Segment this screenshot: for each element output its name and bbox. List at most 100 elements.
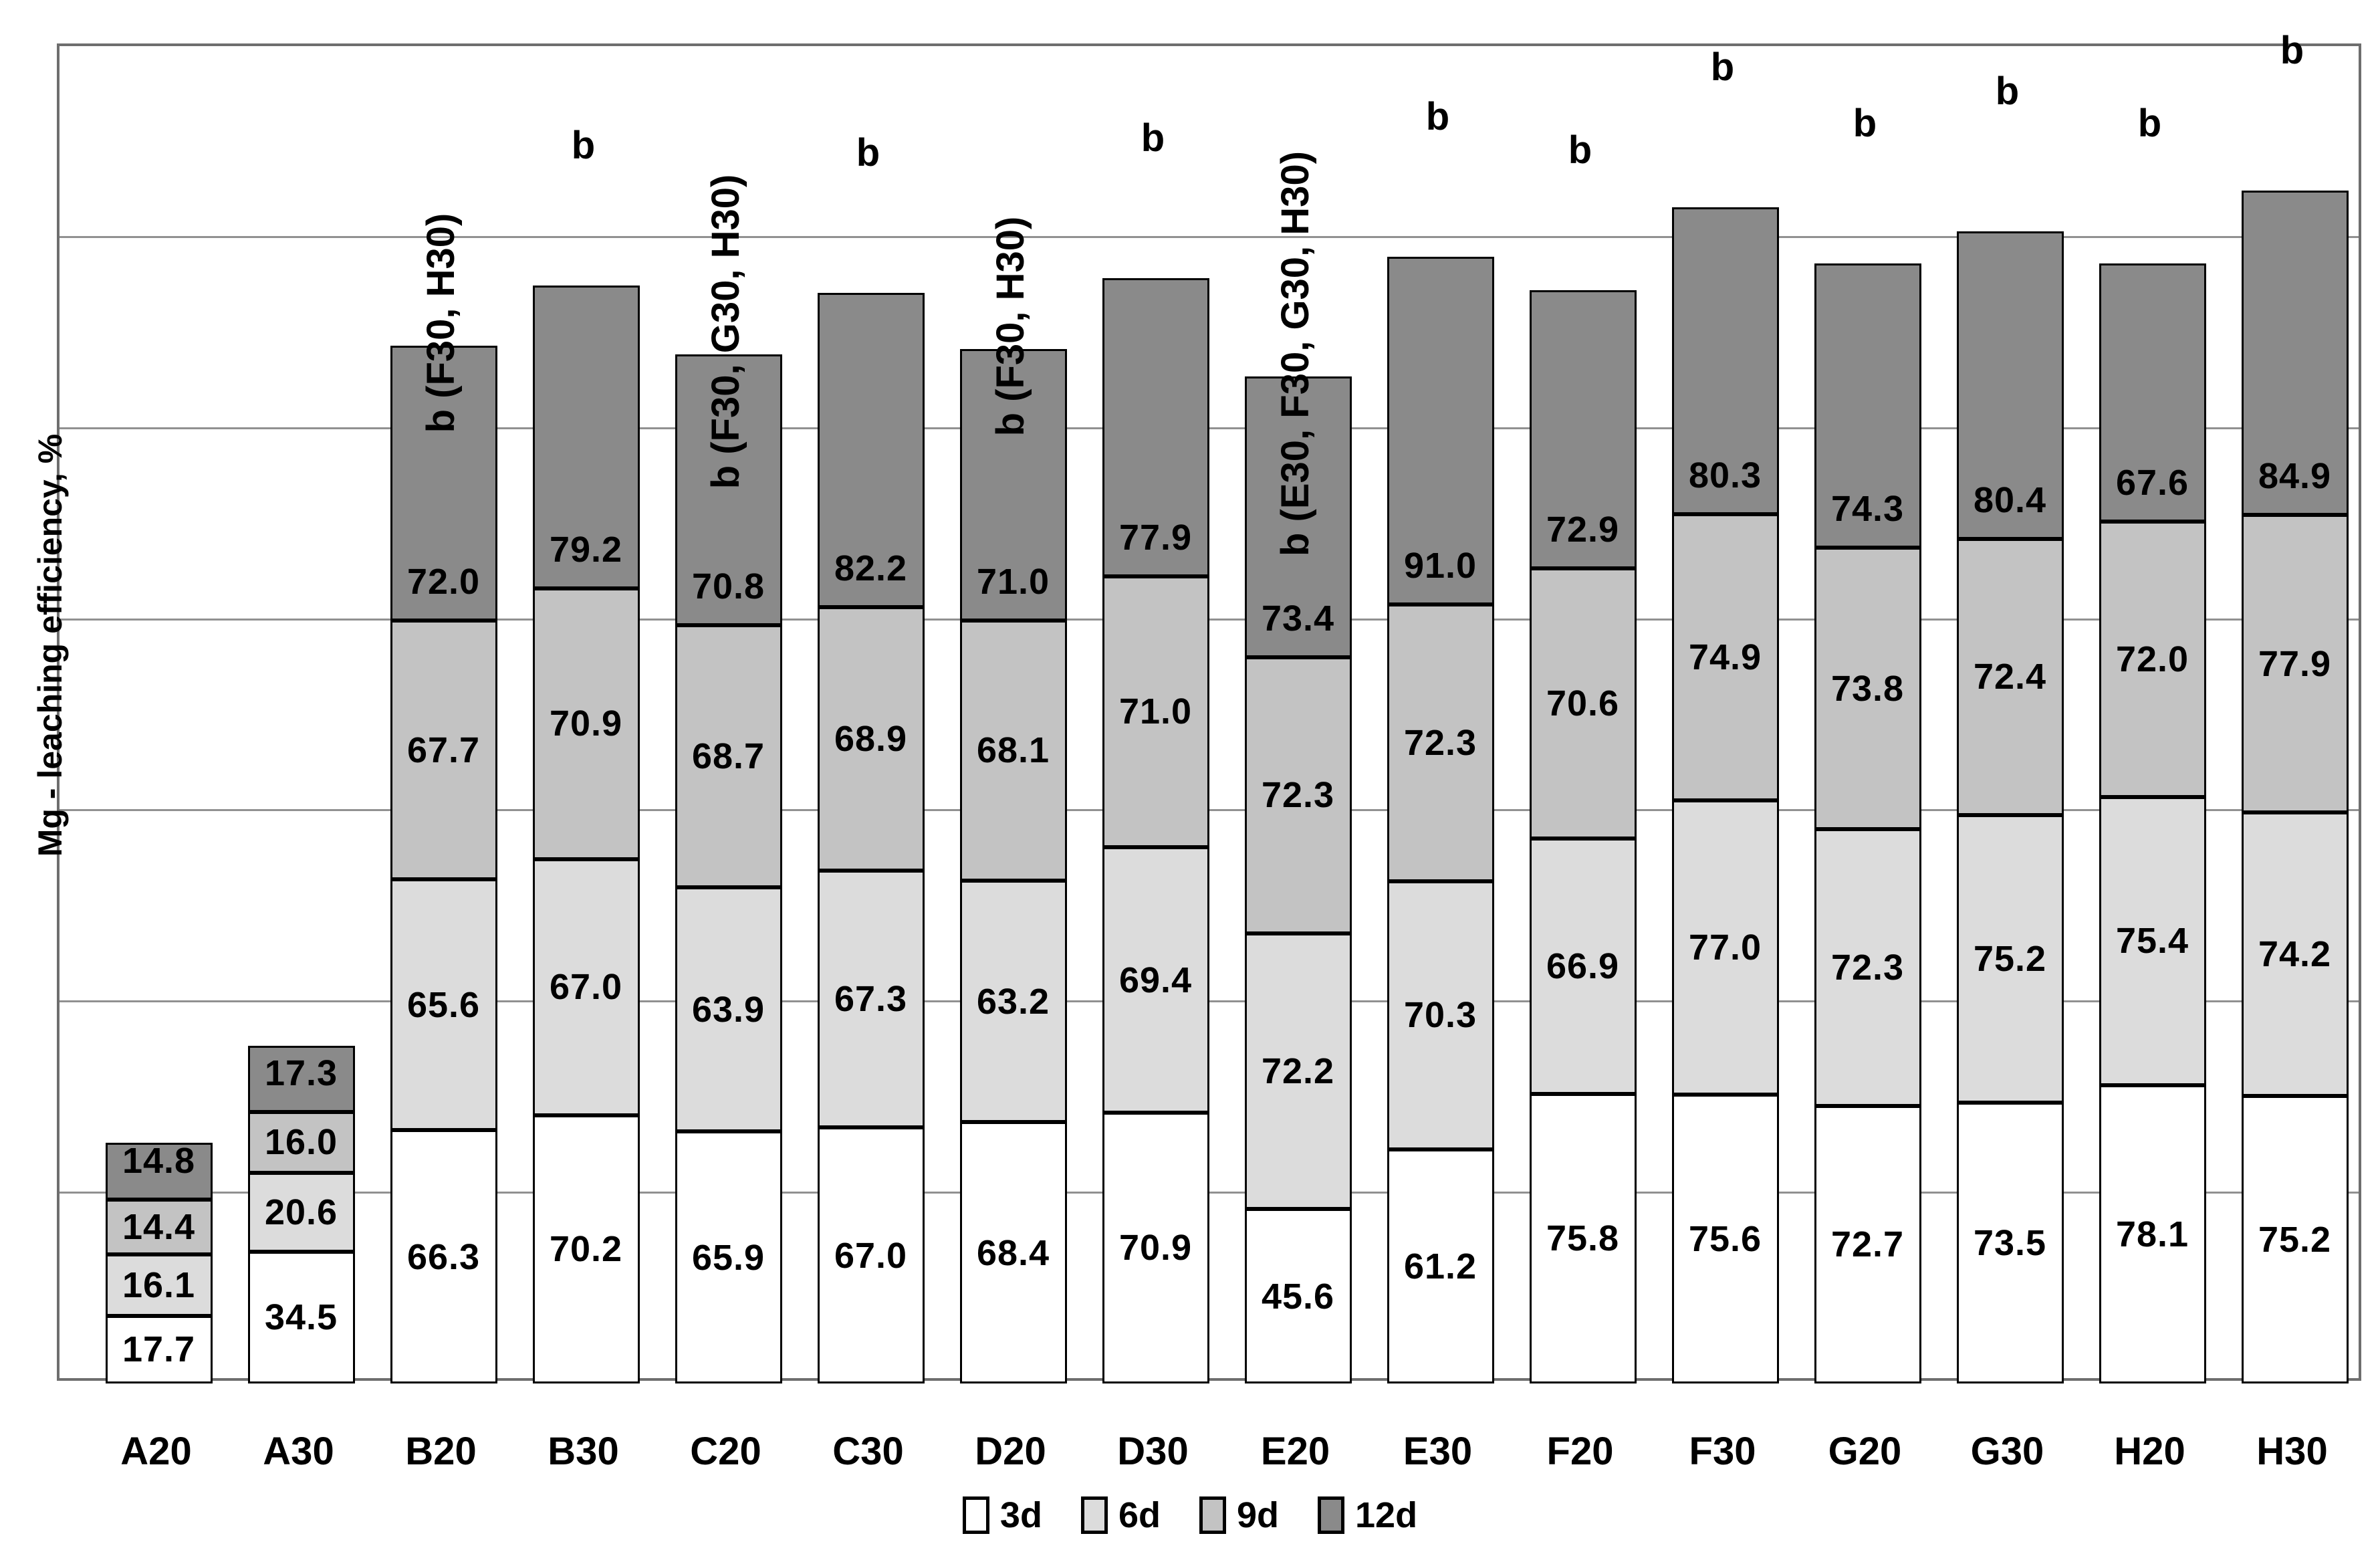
bar-segment-F30-3d: 75.6	[1671, 1095, 1779, 1383]
gridline-100	[60, 1000, 2359, 1003]
value-label-D20-9d: 68.1	[976, 730, 1050, 771]
bar-segment-D20-12d: 71.0	[959, 349, 1067, 621]
legend-swatch-9d	[1199, 1496, 1226, 1534]
value-label-H30-3d: 75.2	[2258, 1220, 2332, 1260]
bar-segment-A20-6d: 16.1	[105, 1254, 213, 1316]
bar-segment-C20-12d: 70.8	[675, 354, 782, 625]
bar-segment-H30-3d: 75.2	[2241, 1096, 2349, 1383]
gridline-50	[60, 1191, 2359, 1194]
value-label-F30-3d: 75.6	[1688, 1219, 1762, 1259]
category-label-A30: A30	[263, 1430, 334, 1473]
bar-segment-F30-6d: 77.0	[1671, 800, 1779, 1095]
category-label-F30: F30	[1689, 1430, 1756, 1473]
bar-segment-H30-9d: 77.9	[2241, 515, 2349, 813]
bar-segment-E30-6d: 70.3	[1387, 881, 1494, 1150]
value-label-A30-6d: 20.6	[264, 1192, 338, 1232]
bar-segment-G30-6d: 75.2	[1956, 815, 2064, 1103]
value-label-D20-6d: 63.2	[976, 981, 1050, 1022]
value-label-F30-6d: 77.0	[1688, 927, 1762, 968]
value-label-A30-9d: 16.0	[264, 1122, 338, 1163]
value-label-C30-12d: 82.2	[834, 548, 908, 588]
value-label-G30-9d: 72.4	[1973, 657, 2047, 697]
legend-label-12d: 12d	[1355, 1495, 1418, 1535]
bar-segment-A30-6d: 20.6	[247, 1173, 355, 1252]
value-label-E30-9d: 72.3	[1403, 722, 1477, 763]
value-label-G20-3d: 72.7	[1830, 1224, 1905, 1265]
value-label-H30-9d: 77.9	[2258, 643, 2332, 684]
value-label-D30-12d: 77.9	[1118, 517, 1193, 558]
bar-segment-A30-3d: 34.5	[247, 1251, 355, 1383]
value-label-E20-6d: 72.2	[1261, 1051, 1335, 1092]
bar-segment-H30-12d: 84.9	[2241, 191, 2349, 516]
value-label-H20-3d: 78.1	[2115, 1214, 2189, 1254]
bar-segment-H20-9d: 72.0	[2099, 522, 2206, 797]
annotation-B20: b (F30, H30)	[419, 213, 463, 433]
bar-segment-C20-3d: 65.9	[675, 1131, 782, 1383]
legend-swatch-3d	[962, 1496, 989, 1534]
bar-segment-F30-12d: 80.3	[1671, 207, 1779, 514]
annotation-F20: b	[1568, 128, 1592, 172]
bar-segment-C30-3d: 67.0	[817, 1127, 925, 1383]
bar-segment-F20-9d: 70.6	[1529, 568, 1637, 839]
value-label-E30-12d: 91.0	[1403, 546, 1477, 586]
gridline-150	[60, 809, 2359, 812]
category-label-F20: F20	[1546, 1430, 1614, 1473]
value-label-B20-6d: 65.6	[406, 984, 481, 1025]
bar-segment-G30-3d: 73.5	[1956, 1103, 2064, 1383]
category-label-H20: H20	[2114, 1430, 2185, 1473]
annotation-F30: b	[1710, 45, 1735, 90]
value-label-B30-6d: 67.0	[549, 967, 623, 1008]
value-label-H20-12d: 67.6	[2115, 463, 2189, 504]
value-label-A20-12d: 14.8	[122, 1140, 196, 1181]
value-label-B30-3d: 70.2	[549, 1229, 623, 1270]
bar-segment-D30-12d: 77.9	[1102, 278, 1209, 576]
category-label-E30: E30	[1403, 1430, 1473, 1473]
legend-item-9d: 9d	[1199, 1496, 1279, 1534]
bar-segment-B30-3d: 70.2	[532, 1115, 640, 1383]
bar-segment-A30-9d: 16.0	[247, 1111, 355, 1174]
bar-segment-B30-6d: 67.0	[532, 859, 640, 1115]
bar-segment-G30-12d: 80.4	[1956, 231, 2064, 539]
legend-label-3d: 3d	[999, 1495, 1042, 1535]
value-label-F20-3d: 75.8	[1546, 1218, 1620, 1259]
bar-segment-E20-12d: 73.4	[1244, 376, 1352, 657]
bar-segment-E20-9d: 72.3	[1244, 657, 1352, 933]
bar-segment-C20-6d: 63.9	[675, 887, 782, 1132]
value-label-F30-12d: 80.3	[1688, 455, 1762, 495]
bar-segment-D20-3d: 68.4	[959, 1122, 1067, 1383]
value-label-A30-3d: 34.5	[264, 1297, 338, 1338]
category-label-H30: H30	[2256, 1430, 2328, 1473]
bar-segment-C30-9d: 68.9	[817, 606, 925, 871]
bar-segment-F30-9d: 74.9	[1671, 514, 1779, 800]
value-label-B30-9d: 70.9	[549, 703, 623, 744]
bar-segment-C30-12d: 82.2	[817, 293, 925, 607]
value-label-B20-9d: 67.7	[406, 730, 481, 770]
value-label-H30-6d: 74.2	[2258, 934, 2332, 975]
bar-segment-D30-9d: 71.0	[1102, 576, 1209, 848]
bar-segment-A20-9d: 14.4	[105, 1199, 213, 1254]
bar-segment-A30-12d: 17.3	[247, 1045, 355, 1112]
category-label-D20: D20	[975, 1430, 1046, 1473]
bar-segment-E20-6d: 72.2	[1244, 933, 1352, 1210]
value-label-C30-6d: 67.3	[834, 978, 908, 1019]
legend-swatch-12d	[1318, 1496, 1345, 1534]
bar-segment-H20-3d: 78.1	[2099, 1085, 2206, 1383]
value-label-H30-12d: 84.9	[2258, 456, 2332, 497]
bar-segment-B20-12d: 72.0	[390, 346, 497, 621]
value-label-H20-6d: 75.4	[2115, 921, 2189, 962]
value-label-G20-12d: 74.3	[1830, 488, 1905, 529]
bar-segment-G30-9d: 72.4	[1956, 538, 2064, 816]
bar-segment-D30-3d: 70.9	[1102, 1112, 1209, 1383]
annotation-H20: b	[2137, 102, 2162, 146]
bar-segment-B20-3d: 66.3	[390, 1130, 497, 1383]
category-label-A20: A20	[120, 1430, 192, 1473]
bar-segment-B30-12d: 79.2	[532, 286, 640, 588]
value-label-B20-12d: 72.0	[406, 562, 481, 602]
category-label-G30: G30	[1970, 1430, 2044, 1473]
value-label-G30-6d: 75.2	[1973, 939, 2047, 980]
value-label-D20-3d: 68.4	[976, 1232, 1050, 1273]
value-label-C20-6d: 63.9	[691, 989, 765, 1030]
value-label-E20-3d: 45.6	[1261, 1276, 1335, 1317]
bar-segment-G20-9d: 73.8	[1814, 547, 1921, 830]
